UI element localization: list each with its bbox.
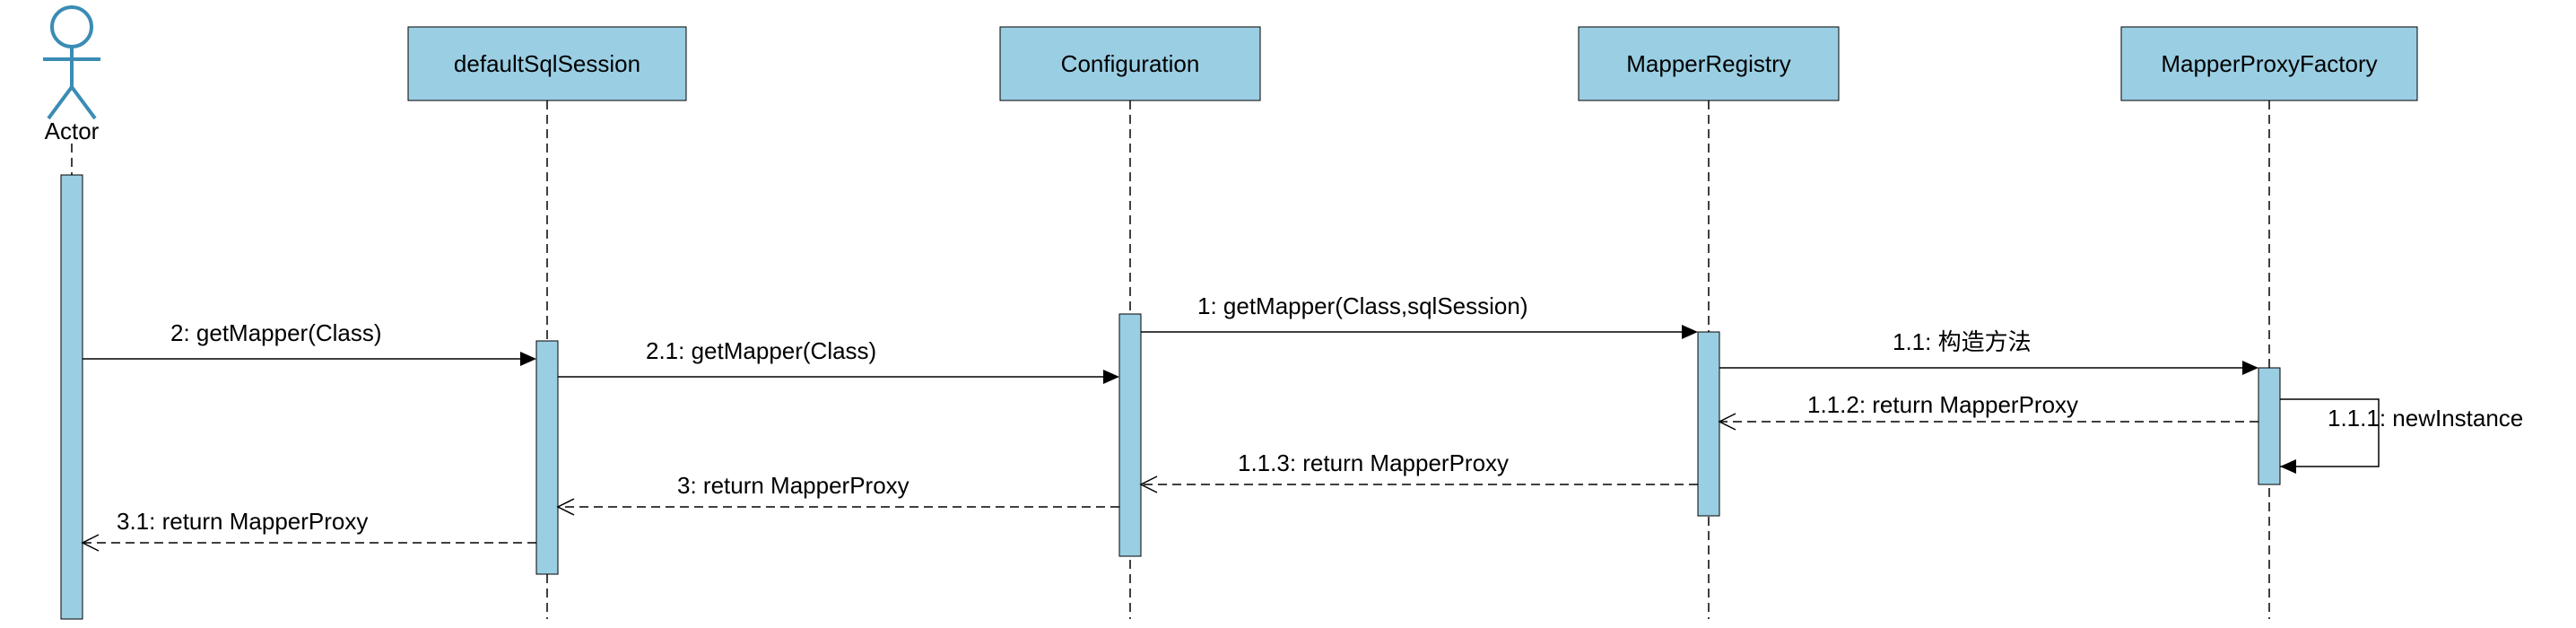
activation-p2 [1119, 314, 1141, 556]
activation-p4 [2258, 368, 2280, 484]
participant-p3: MapperRegistry [1579, 27, 1839, 619]
actor: Actor [43, 7, 100, 144]
participant-label: defaultSqlSession [454, 50, 640, 77]
participant-label: MapperRegistry [1626, 50, 1791, 77]
message-m3: 1: getMapper(Class,sqlSession) [1141, 292, 1698, 339]
participant-label: Configuration [1061, 50, 1200, 77]
message-m5: 1.1.2: return MapperProxy [1719, 391, 2258, 430]
activation-actor [61, 175, 83, 619]
activation-p1 [536, 341, 558, 574]
message-label: 3: return MapperProxy [677, 472, 909, 499]
message-label: 1.1.3: return MapperProxy [1238, 449, 1509, 476]
message-m6: 1.1.3: return MapperProxy [1141, 449, 1698, 493]
message-m4: 1.1: 构造方法 [1719, 328, 2258, 375]
participant-label: MapperProxyFactory [2161, 50, 2377, 77]
message-label: 1.1.1: newInstance [2328, 405, 2523, 432]
message-label: 1: getMapper(Class,sqlSession) [1197, 292, 1528, 319]
message-m8: 3.1: return MapperProxy [83, 508, 536, 551]
actor-label: Actor [45, 118, 100, 144]
message-label: 1.1.2: return MapperProxy [1807, 391, 2078, 418]
message-m2: 2.1: getMapper(Class) [558, 337, 1119, 384]
activation-p3 [1698, 332, 1719, 516]
message-label: 3.1: return MapperProxy [117, 508, 368, 535]
participant-p4: MapperProxyFactory [2121, 27, 2417, 619]
message-label: 2: getMapper(Class) [170, 319, 382, 346]
message-m1: 2: getMapper(Class) [83, 319, 536, 366]
message-label: 1.1: 构造方法 [1893, 328, 2032, 355]
sequence-diagram: Actor defaultSqlSession Configuration Mappe… [0, 0, 2576, 628]
message-label: 2.1: getMapper(Class) [646, 337, 876, 364]
message-m7: 3: return MapperProxy [558, 472, 1119, 515]
message-m_self: 1.1.1: newInstance [2280, 399, 2523, 474]
